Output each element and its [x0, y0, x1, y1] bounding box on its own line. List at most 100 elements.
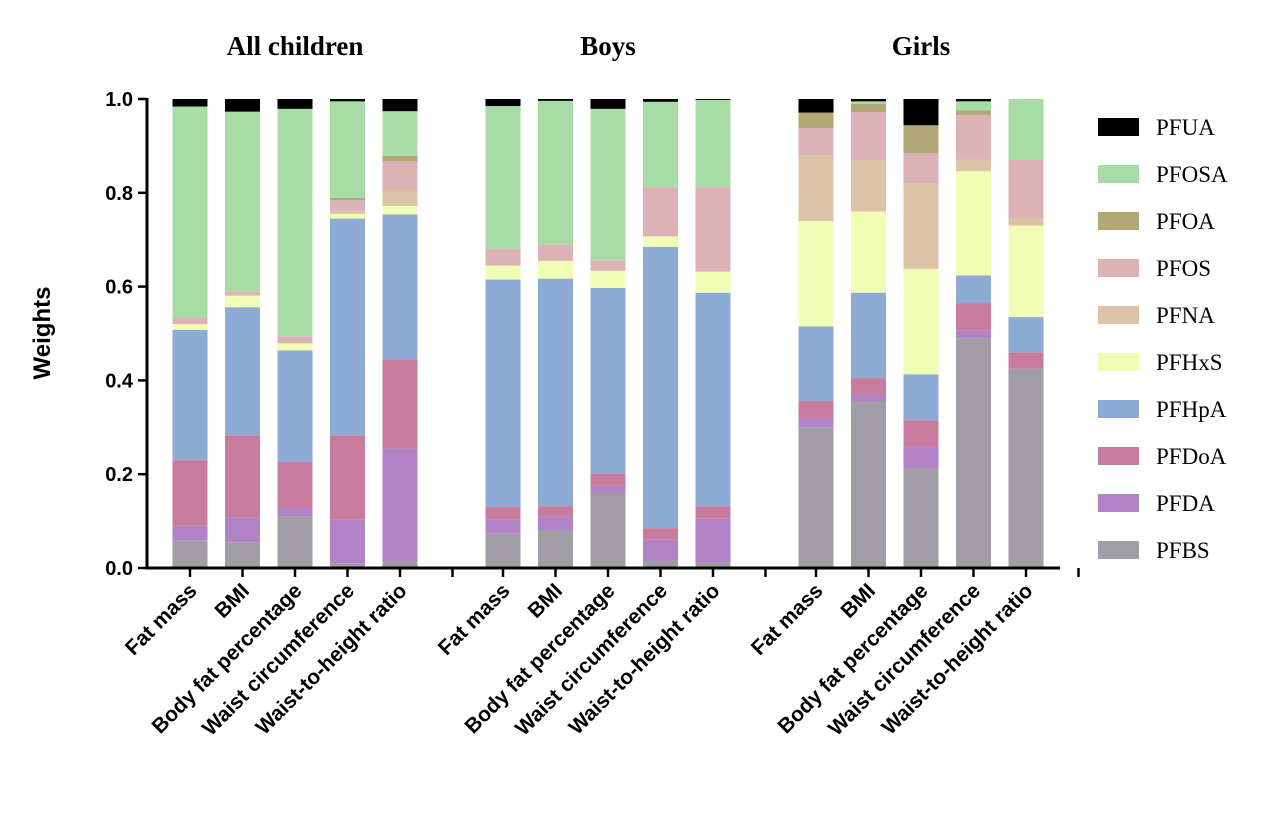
segment-boys-bmi-pfhxs — [538, 260, 573, 279]
legend-label: PFOS — [1156, 256, 1211, 281]
segment-girls-waist-to-height-ratio-pfna — [1008, 218, 1044, 226]
bar-girls-body-fat-percentage — [903, 99, 939, 568]
y-tick-label: 0.8 — [105, 183, 133, 205]
legend-label: PFHxS — [1156, 350, 1222, 375]
bar-girls-fat-mass — [798, 99, 834, 568]
segment-all-children-body-fat-percentage-pfua — [277, 99, 313, 109]
segment-all-children-body-fat-percentage-pfda — [277, 507, 313, 517]
legend-label: PFBS — [1156, 538, 1210, 563]
segment-boys-waist-circumference-pfdoa — [643, 528, 678, 540]
segment-all-children-bmi-pfos — [225, 291, 260, 296]
legend-swatch — [1098, 165, 1139, 183]
bar-boys-waist-to-height-ratio — [695, 99, 731, 568]
segment-all-children-bmi-pfhxs — [225, 295, 260, 308]
segment-boys-waist-to-height-ratio-pfdoa — [695, 506, 731, 519]
segment-girls-bmi-pfoa — [851, 103, 886, 113]
x-tick-label-girls-fat-mass: Fat mass — [747, 579, 828, 660]
segment-all-children-waist-circumference-pfda — [330, 519, 365, 564]
segment-girls-waist-circumference-pfdoa — [956, 303, 991, 331]
segment-girls-bmi-pfdoa — [851, 378, 886, 395]
segment-girls-waist-circumference-pfbs — [956, 338, 991, 568]
legend-swatch — [1098, 494, 1139, 512]
segment-girls-bmi-pfbs — [851, 401, 886, 568]
segment-girls-bmi-pfhpa — [851, 292, 886, 379]
segment-boys-bmi-pfos — [538, 244, 573, 261]
legend-label: PFDoA — [1156, 444, 1227, 469]
y-tick-label: 0.4 — [105, 370, 134, 392]
segment-girls-waist-to-height-ratio-pfosa — [1008, 99, 1044, 160]
bar-boys-fat-mass — [485, 99, 521, 568]
segment-all-children-body-fat-percentage-pfosa — [277, 108, 313, 337]
segment-girls-fat-mass-pfos — [798, 128, 834, 156]
legend-label: PFOA — [1156, 209, 1215, 234]
segment-all-children-waist-to-height-ratio-pfna — [382, 189, 418, 206]
segment-boys-waist-circumference-pfosa — [643, 101, 678, 188]
segment-all-children-body-fat-percentage-pfdoa — [277, 462, 313, 508]
bar-boys-bmi — [538, 99, 573, 568]
group-title-girls: Girls — [892, 31, 951, 61]
legend: PFUA PFOSA PFOA PFOS PFNA PFHxS PFHpA PFDoA PFDA… — [1098, 115, 1228, 563]
x-tick-label-boys-fat-mass: Fat mass — [434, 579, 515, 660]
legend-label: PFHpA — [1156, 397, 1227, 422]
bar-girls-waist-circumference — [956, 99, 991, 568]
bar-girls-waist-to-height-ratio — [1008, 99, 1044, 568]
segment-all-children-waist-circumference-pfbs — [330, 563, 365, 568]
bar-all-children-waist-to-height-ratio — [382, 99, 418, 568]
segment-all-children-body-fat-percentage-pfhxs — [277, 343, 313, 351]
segment-girls-bmi-pfda — [851, 394, 886, 402]
segment-boys-body-fat-percentage-pfosa — [590, 108, 626, 261]
segment-boys-waist-circumference-pfhxs — [643, 236, 678, 247]
segment-girls-waist-circumference-pfos — [956, 114, 991, 160]
x-tick-label-girls-bmi: BMI — [837, 579, 880, 622]
segment-all-children-waist-circumference-pfua — [330, 99, 365, 102]
segment-all-children-body-fat-percentage-pfos — [277, 336, 313, 344]
segment-boys-body-fat-percentage-pfos — [590, 260, 626, 271]
segment-girls-waist-circumference-pfda — [956, 330, 991, 339]
segment-all-children-bmi-pfua — [225, 99, 260, 112]
segment-all-children-bmi-pfdoa — [225, 435, 260, 518]
y-tick-label: 0.0 — [105, 558, 133, 580]
segment-boys-waist-circumference-pfhpa — [643, 246, 678, 529]
segment-all-children-waist-to-height-ratio-pfos — [382, 161, 418, 190]
legend-swatch — [1098, 541, 1139, 559]
legend-item-pfos: PFOS — [1098, 256, 1211, 281]
segment-girls-body-fat-percentage-pfos — [903, 153, 939, 184]
segment-girls-waist-circumference-pfhxs — [956, 171, 991, 276]
segment-boys-fat-mass-pfos — [485, 249, 521, 266]
segment-all-children-body-fat-percentage-pfhpa — [277, 350, 313, 463]
y-tick-label: 0.2 — [105, 464, 133, 486]
legend-item-pfna: PFNA — [1098, 303, 1215, 328]
segment-boys-body-fat-percentage-pfbs — [590, 492, 626, 568]
bar-all-children-waist-circumference — [330, 99, 365, 568]
y-axis-ticks: 0.0 0.2 0.4 0.6 0.8 1.0 — [105, 89, 147, 580]
segment-girls-body-fat-percentage-pfbs — [903, 468, 939, 568]
segment-boys-bmi-pfdoa — [538, 506, 573, 517]
segment-boys-waist-to-height-ratio-pfhxs — [695, 271, 731, 293]
segment-girls-fat-mass-pfoa — [798, 112, 834, 129]
segment-all-children-waist-to-height-ratio-pfhxs — [382, 205, 418, 215]
y-tick-label: 0.6 — [105, 277, 133, 299]
segment-all-children-fat-mass-pfhpa — [172, 329, 208, 461]
y-axis-label: Weights — [29, 287, 56, 380]
bar-boys-body-fat-percentage — [590, 99, 626, 568]
segment-all-children-bmi-pfosa — [225, 111, 260, 292]
legend-item-pfdoa: PFDoA — [1098, 444, 1227, 469]
segment-all-children-fat-mass-pfua — [172, 99, 208, 107]
segment-boys-body-fat-percentage-pfhpa — [590, 288, 626, 474]
segment-boys-fat-mass-pfda — [485, 519, 521, 534]
segment-girls-bmi-pfua — [851, 99, 886, 102]
bar-all-children-bmi — [225, 99, 260, 568]
bar-all-children-fat-mass — [172, 99, 208, 568]
segment-boys-fat-mass-pfhpa — [485, 279, 521, 508]
segment-all-children-bmi-pfhpa — [225, 307, 260, 436]
segment-girls-bmi-pfna — [851, 159, 886, 212]
legend-swatch — [1098, 353, 1139, 371]
segment-girls-body-fat-percentage-pfoa — [903, 125, 939, 154]
segment-boys-body-fat-percentage-pfua — [590, 99, 626, 109]
segment-girls-fat-mass-pfbs — [798, 427, 834, 568]
segment-boys-waist-to-height-ratio-pfhpa — [695, 292, 731, 507]
segment-boys-bmi-pfua — [538, 99, 573, 101]
segment-all-children-fat-mass-pfda — [172, 525, 208, 541]
segment-girls-bmi-pfhxs — [851, 211, 886, 293]
